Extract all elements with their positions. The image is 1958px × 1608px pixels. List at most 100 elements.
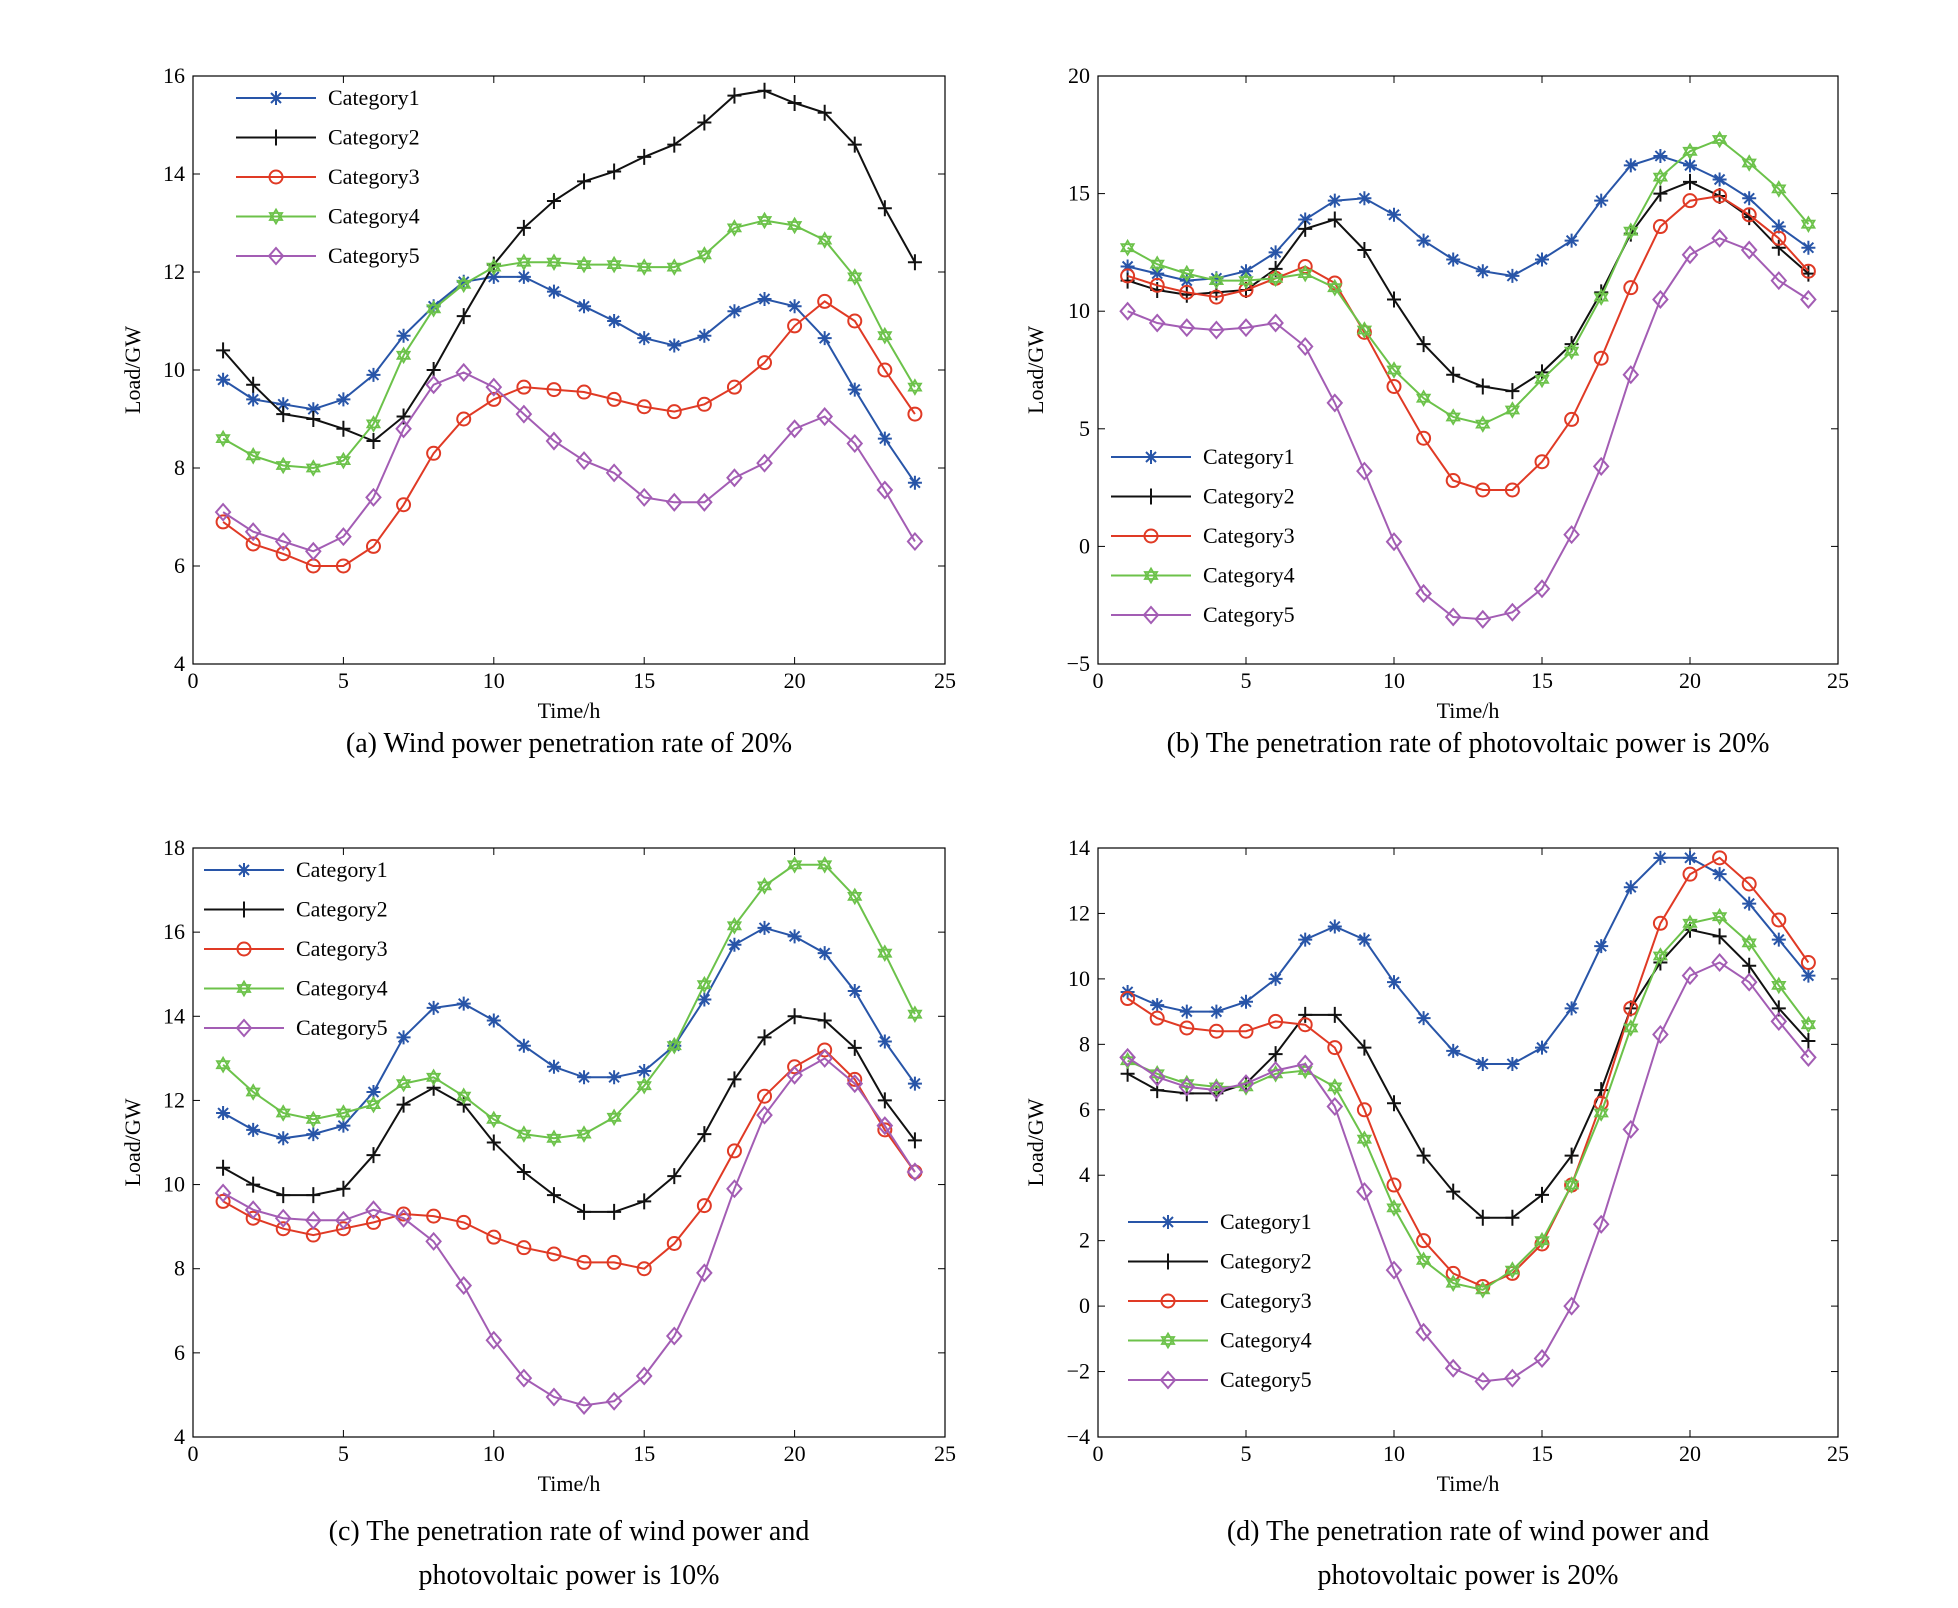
data-point xyxy=(335,451,352,470)
legend-label: Category4 xyxy=(296,976,388,1001)
data-point xyxy=(426,1079,441,1096)
y-tick-label: 8 xyxy=(1079,1031,1090,1056)
series-category2 xyxy=(216,82,922,450)
y-tick-label: 10 xyxy=(1068,298,1090,323)
legend-label: Category3 xyxy=(296,936,388,961)
data-point xyxy=(365,1214,381,1230)
data-point-b xyxy=(1682,146,1698,161)
data-point-a xyxy=(1563,1176,1580,1190)
data-point xyxy=(667,1168,682,1185)
x-tick-label: 10 xyxy=(483,1441,505,1466)
data-point xyxy=(606,391,622,407)
data-point xyxy=(877,1034,892,1049)
data-point-a xyxy=(1623,1019,1639,1033)
data-point xyxy=(426,299,441,314)
y-axis-label: Load/GW xyxy=(1023,1098,1048,1186)
data-point-b xyxy=(756,881,773,895)
data-point xyxy=(847,984,862,999)
data-point-a xyxy=(636,1076,652,1091)
data-point xyxy=(1297,264,1313,283)
data-point xyxy=(395,346,412,365)
data-point xyxy=(365,538,381,554)
data-point xyxy=(1237,1074,1255,1094)
y-tick-label: 14 xyxy=(163,161,185,186)
data-point xyxy=(1327,1040,1343,1056)
data-point-a xyxy=(1504,401,1521,415)
data-point xyxy=(1120,991,1136,1007)
data-point xyxy=(1387,1095,1401,1112)
data-point-a xyxy=(847,268,863,282)
data-point xyxy=(1446,252,1461,267)
data-point xyxy=(274,1208,292,1228)
data-point xyxy=(1415,1322,1432,1342)
data-point xyxy=(635,487,653,507)
data-point xyxy=(516,253,532,272)
x-tick-label: 20 xyxy=(784,1441,806,1466)
data-point xyxy=(667,338,682,353)
data-point xyxy=(336,420,351,437)
data-point-a xyxy=(1593,1104,1609,1118)
data-point xyxy=(215,429,231,448)
data-point xyxy=(1653,148,1668,163)
data-point xyxy=(456,274,471,289)
data-point xyxy=(1712,188,1728,204)
legend: Category1 Category2 Category3 Category4 Cate… xyxy=(236,85,420,268)
data-point xyxy=(696,1263,713,1283)
data-point xyxy=(817,1042,833,1058)
data-point xyxy=(726,916,743,935)
data-point xyxy=(786,856,803,874)
data-point xyxy=(846,1074,864,1094)
legend-marker xyxy=(236,941,252,957)
data-point-b xyxy=(1534,374,1550,389)
data-point xyxy=(1356,321,1373,339)
data-point xyxy=(245,536,261,552)
series-category2 xyxy=(216,1008,922,1220)
data-point xyxy=(757,1088,773,1104)
data-point-a xyxy=(1386,361,1402,375)
data-point xyxy=(1327,275,1343,291)
data-point-a xyxy=(1475,415,1491,429)
y-tick-label: 12 xyxy=(163,259,185,284)
data-point xyxy=(907,1132,922,1149)
data-point-b xyxy=(1741,158,1757,172)
legend-marker xyxy=(1159,1370,1177,1390)
data-point xyxy=(1120,259,1135,274)
data-point xyxy=(335,1221,351,1237)
data-point xyxy=(877,1092,892,1109)
data-point xyxy=(1741,154,1757,172)
data-point xyxy=(1149,1010,1165,1026)
data-point xyxy=(546,382,562,398)
data-point-b xyxy=(847,272,863,286)
data-point xyxy=(244,1200,262,1220)
series-category1 xyxy=(1120,148,1816,288)
data-point-b xyxy=(606,260,622,274)
data-point-b xyxy=(1711,135,1728,149)
legend-marker xyxy=(236,979,252,998)
legend-marker xyxy=(1144,488,1158,505)
data-point xyxy=(426,1068,442,1087)
data-point xyxy=(847,136,862,153)
caption: (c) The penetration rate of wind power a… xyxy=(329,1516,810,1547)
data-point-b xyxy=(1445,412,1461,426)
data-point xyxy=(516,1038,531,1053)
data-point-a xyxy=(275,1104,291,1118)
data-point xyxy=(1416,233,1431,248)
legend: Category1 Category2 Category3 Category4 Cate… xyxy=(204,857,388,1040)
data-point xyxy=(1327,1078,1343,1096)
data-point-a xyxy=(786,856,803,870)
data-point-a xyxy=(1741,934,1757,948)
data-point xyxy=(1446,366,1461,383)
plot-frame xyxy=(192,75,946,665)
data-point-a xyxy=(1711,907,1728,922)
data-point xyxy=(787,929,802,944)
data-point xyxy=(215,1193,231,1209)
data-point xyxy=(1683,158,1697,173)
data-point-a xyxy=(1297,264,1313,279)
data-point-a xyxy=(1445,1274,1461,1288)
y-tick-label: 12 xyxy=(1068,900,1090,925)
series-category5 xyxy=(214,362,924,561)
data-point-a xyxy=(1771,976,1787,990)
data-point xyxy=(877,326,893,345)
data-point xyxy=(1297,1017,1313,1033)
data-point-b xyxy=(1652,172,1669,186)
